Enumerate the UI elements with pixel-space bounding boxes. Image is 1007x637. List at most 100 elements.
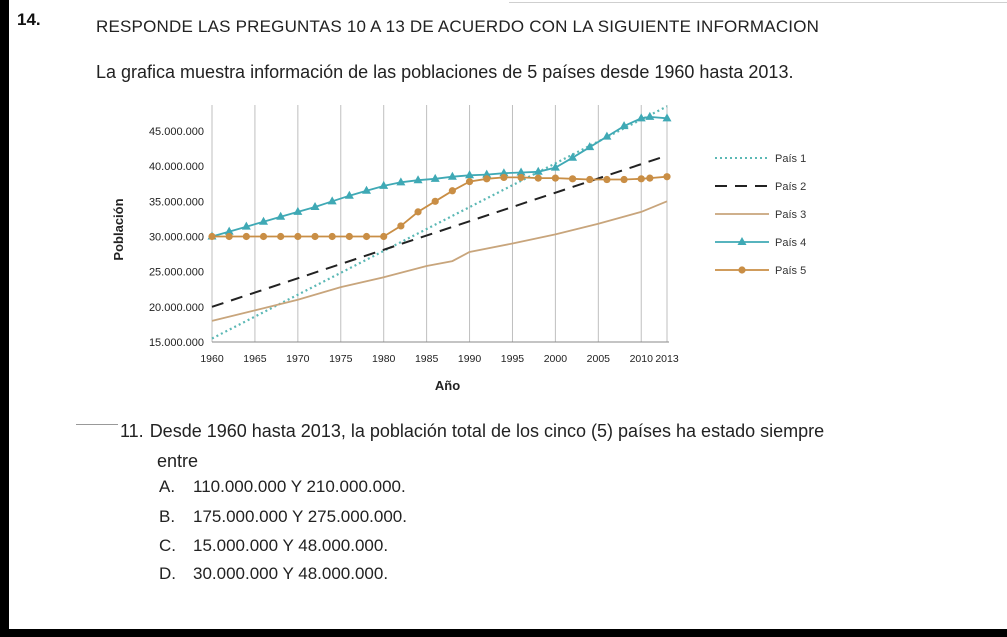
option-b-letter: B. bbox=[159, 507, 176, 526]
x-tick-label-1990: 1990 bbox=[458, 353, 482, 365]
legend-marker-5 bbox=[738, 266, 746, 274]
series-5-point-3 bbox=[259, 232, 268, 241]
q11-text-line2: entre bbox=[157, 451, 199, 471]
top-rule bbox=[509, 2, 1007, 3]
y-tick-label-2: 25.000.000 bbox=[149, 267, 204, 279]
x-tick-label-1965: 1965 bbox=[243, 353, 267, 365]
separator-line bbox=[76, 424, 118, 425]
option-d[interactable]: D. 30.000.000 Y 48.000.000. bbox=[159, 564, 388, 584]
series-line-3 bbox=[211, 200, 668, 322]
x-tick-label-2010: 2010 bbox=[630, 353, 654, 365]
series-4-point-5 bbox=[293, 206, 303, 215]
option-c[interactable]: C. 15.000.000 Y 48.000.000. bbox=[159, 536, 388, 556]
series-5-point-19 bbox=[534, 174, 542, 182]
q11-number: 11. bbox=[120, 421, 144, 441]
option-b-text: 175.000.000 Y 275.000.000. bbox=[193, 507, 407, 526]
exam-page: 14. RESPONDE LAS PREGUNTAS 10 A 13 DE AC… bbox=[9, 0, 1007, 629]
series-5-point-17 bbox=[500, 173, 508, 182]
series-4-point-12 bbox=[413, 175, 423, 184]
series-4-point-20 bbox=[550, 162, 560, 171]
series-5-point-25 bbox=[637, 175, 645, 183]
series-4-point-14 bbox=[447, 171, 457, 180]
x-tick-label-1980: 1980 bbox=[372, 353, 396, 365]
y-tick-label-6: 45.000.000 bbox=[149, 126, 204, 138]
series-5-point-0 bbox=[208, 232, 216, 241]
x-tick-label-1995: 1995 bbox=[501, 353, 525, 365]
y-tick-label-3: 30.000.000 bbox=[149, 232, 204, 244]
series-4-point-2 bbox=[241, 221, 251, 230]
y-axis-title: Población bbox=[111, 198, 126, 260]
series-4-point-26 bbox=[645, 111, 655, 120]
series-4-point-22 bbox=[585, 142, 595, 151]
q11-text-line1: Desde 1960 hasta 2013, la población tota… bbox=[149, 421, 825, 441]
option-c-letter: C. bbox=[159, 536, 176, 555]
series-5-point-8 bbox=[345, 232, 353, 241]
series-5-point-22 bbox=[586, 175, 594, 184]
series-5-point-7 bbox=[328, 232, 336, 241]
option-a-letter: A. bbox=[159, 477, 176, 496]
series-4-point-18 bbox=[516, 167, 526, 176]
legend-label-2: País 2 bbox=[775, 181, 806, 193]
question-number: 14. bbox=[17, 10, 41, 29]
population-chart: 15.000.000 20.000.000 25.000.000 30.000.000… bbox=[111, 105, 806, 393]
series-5-point-16 bbox=[483, 175, 491, 183]
series-4-point-7 bbox=[327, 196, 337, 205]
x-tick-label-1970: 1970 bbox=[286, 353, 310, 365]
legend-label-5: País 5 bbox=[775, 265, 806, 277]
legend-label-4: País 4 bbox=[775, 237, 806, 249]
series-5-point-12 bbox=[414, 208, 422, 216]
x-tick-label-2013: 2013 bbox=[655, 353, 679, 365]
series-5-point-18 bbox=[517, 173, 525, 182]
option-c-text: 15.000.000 Y 48.000.000. bbox=[193, 536, 389, 555]
series-5-point-6 bbox=[311, 232, 319, 241]
series-5-point-26 bbox=[646, 174, 654, 182]
series-5-point-10 bbox=[380, 232, 388, 241]
legend-label-1: País 1 bbox=[775, 153, 806, 165]
series-5-point-24 bbox=[620, 175, 628, 184]
series-4-point-19 bbox=[533, 166, 543, 175]
option-a[interactable]: A. 110.000.000 Y 210.000.000. bbox=[159, 477, 406, 497]
option-d-text: 30.000.000 Y 48.000.000. bbox=[193, 564, 389, 583]
x-axis-title: Año bbox=[435, 378, 460, 393]
x-tick-label-1985: 1985 bbox=[415, 353, 439, 365]
legend-label-3: País 3 bbox=[775, 209, 806, 221]
series-4-point-11 bbox=[396, 177, 406, 186]
series-4-point-1 bbox=[224, 226, 234, 235]
series-5-point-2 bbox=[242, 232, 250, 241]
series-4-point-16 bbox=[482, 169, 492, 178]
series-4-point-15 bbox=[465, 170, 475, 179]
series-5-point-9 bbox=[362, 232, 371, 241]
option-b[interactable]: B. 175.000.000 Y 275.000.000. bbox=[159, 507, 407, 527]
legend-marker-4 bbox=[737, 237, 747, 245]
x-tick-label-1960: 1960 bbox=[200, 353, 224, 365]
option-a-text: 110.000.000 Y 210.000.000. bbox=[193, 477, 406, 496]
series-4-point-9 bbox=[362, 185, 372, 194]
series-4-point-24 bbox=[619, 121, 629, 130]
x-tick-label-1975: 1975 bbox=[329, 353, 353, 365]
series-5-point-20 bbox=[551, 174, 559, 182]
series-4-point-27 bbox=[662, 113, 672, 122]
series-5-point-11 bbox=[397, 222, 405, 230]
series-5-point-4 bbox=[277, 232, 285, 241]
series-line-5 bbox=[212, 175, 668, 238]
series-4-point-25 bbox=[636, 113, 646, 122]
series-4-point-13 bbox=[430, 173, 440, 182]
series-4-point-10 bbox=[379, 180, 389, 189]
question-intro: La grafica muestra información de las po… bbox=[96, 62, 794, 82]
y-tick-label-0: 15.000.000 bbox=[149, 337, 204, 349]
series-5-point-13 bbox=[431, 197, 439, 205]
question-11: 11. Desde 1960 hasta 2013, la población t… bbox=[120, 416, 980, 476]
series-5-point-1 bbox=[225, 232, 233, 241]
series-5-point-21 bbox=[568, 175, 577, 183]
series-4-point-3 bbox=[259, 216, 269, 225]
series-5-point-14 bbox=[448, 187, 456, 195]
y-tick-label-1: 20.000.000 bbox=[149, 302, 204, 314]
y-tick-label-5: 40.000.000 bbox=[149, 161, 204, 173]
series-5-point-27 bbox=[663, 173, 671, 181]
series-5-point-5 bbox=[294, 232, 302, 241]
series-4-point-8 bbox=[344, 190, 354, 199]
option-d-letter: D. bbox=[159, 564, 176, 583]
question-heading: RESPONDE LAS PREGUNTAS 10 A 13 DE ACUERD… bbox=[96, 17, 820, 36]
series-4-point-23 bbox=[602, 131, 612, 140]
y-tick-label-4: 35.000.000 bbox=[149, 196, 204, 208]
